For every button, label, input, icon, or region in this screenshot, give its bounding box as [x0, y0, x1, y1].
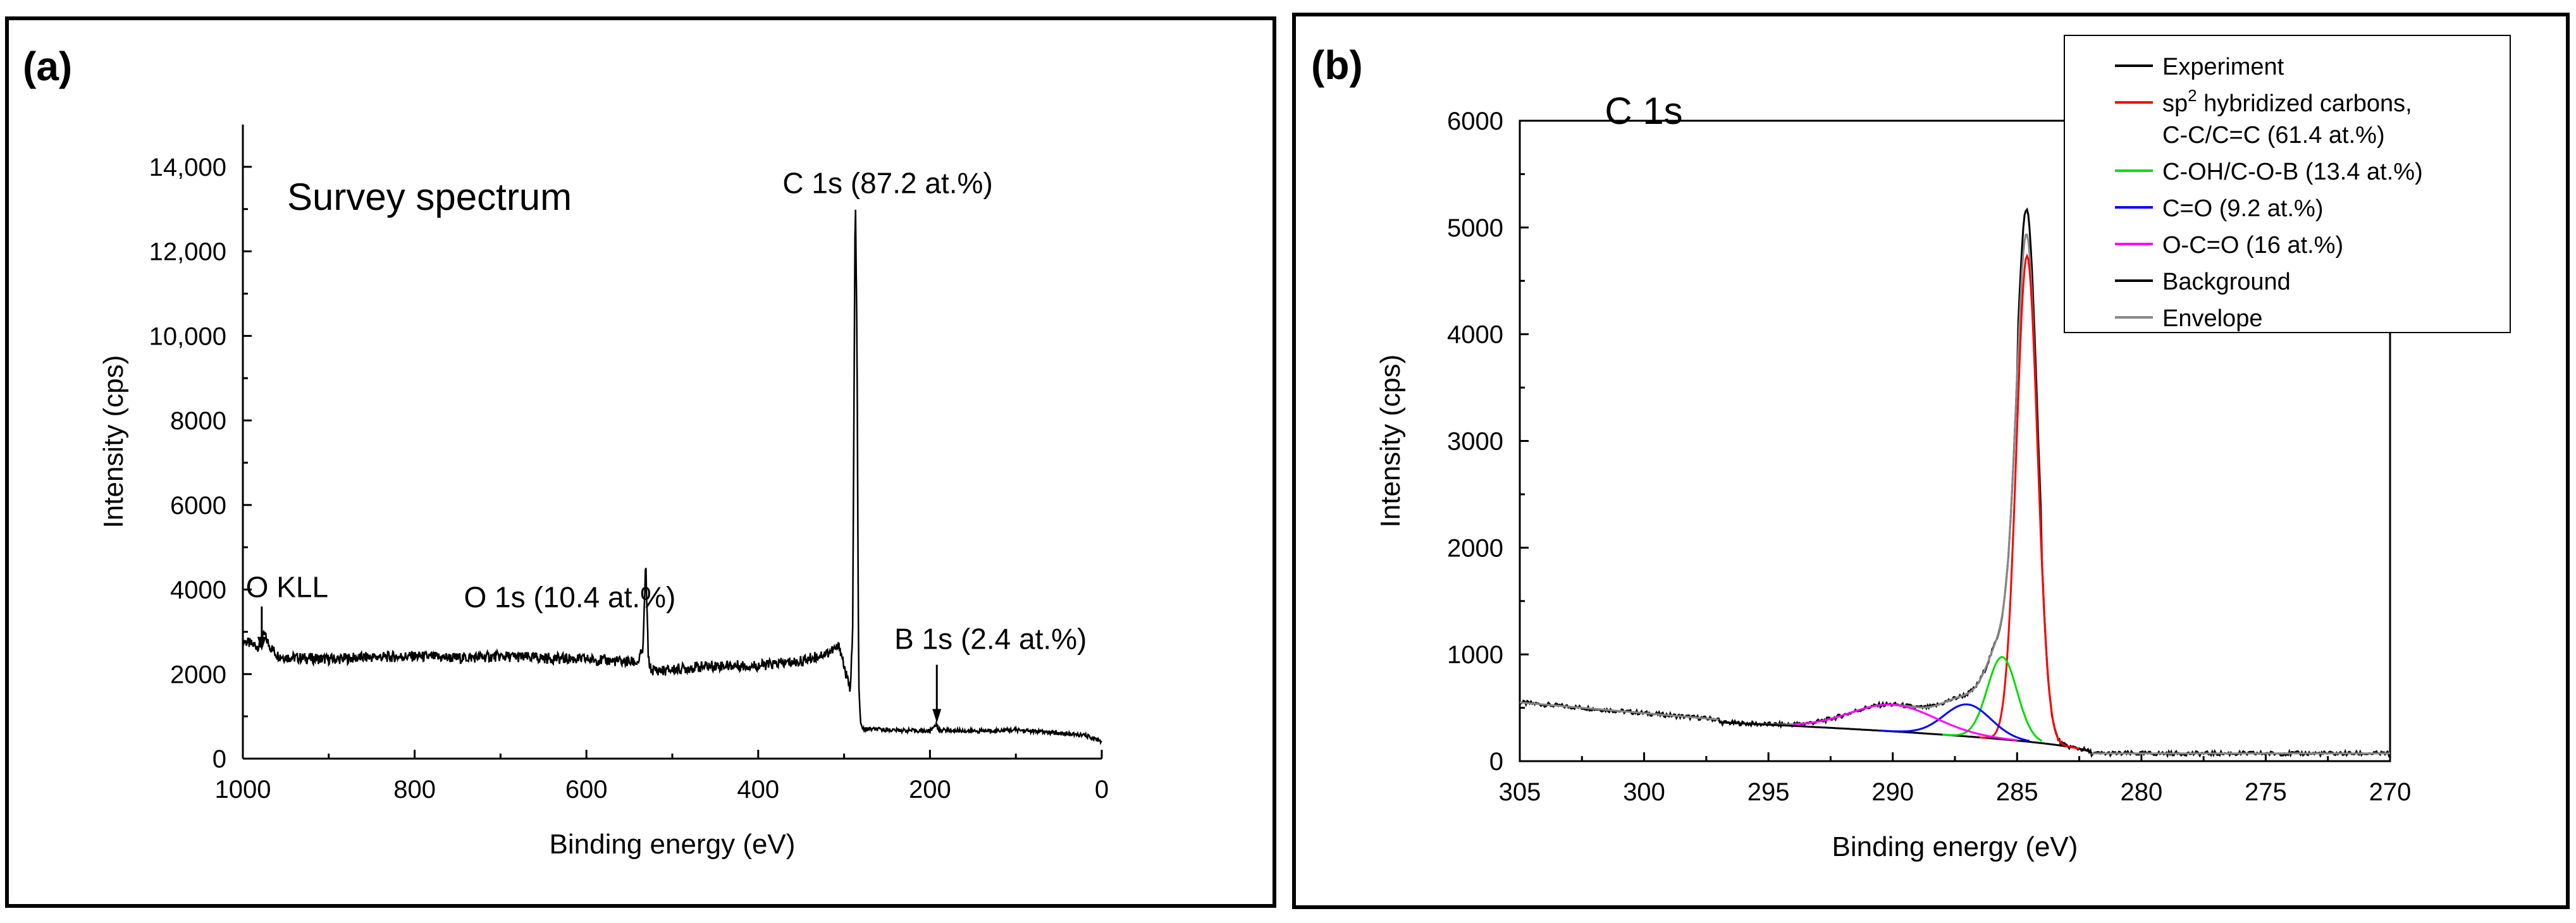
series-peak-3-line	[1880, 703, 2030, 742]
legend-box	[2064, 35, 2511, 333]
y-tick-label: 0	[1489, 748, 1503, 776]
x-tick-label: 275	[2245, 778, 2287, 806]
x-tick-label: 600	[565, 776, 608, 804]
legend-label-2-line2: C-C/C=C (61.4 at.%)	[2162, 122, 2385, 149]
y-tick-label: 4000	[1447, 321, 1503, 349]
annotation-arrowhead-okll	[257, 637, 266, 651]
x-tick-label: 295	[1747, 778, 1790, 806]
y-tick-label: 10,000	[149, 322, 226, 350]
y-tick-label: 5000	[1447, 214, 1503, 242]
panel-a: (a) 1000 800 600 400 200 0 0 2000 4000 6000 8000 10…	[5, 16, 1276, 908]
x-tick-label: 200	[909, 776, 951, 804]
annotation-arrowhead-b1s	[932, 709, 942, 723]
y-tick-label: 2000	[170, 661, 226, 688]
legend-label-5: O-C=O (16 at.%)	[2162, 232, 2343, 259]
y-tick-label: 3000	[1447, 428, 1503, 456]
x-tick-label: 280	[2120, 778, 2162, 806]
x-tick-label: 1000	[215, 776, 271, 804]
y-tick-label: 12,000	[149, 238, 226, 266]
y-tick-label: 14,000	[149, 154, 226, 181]
panel-letter-a: (a)	[23, 44, 73, 89]
y-tick-label: 1000	[1447, 641, 1503, 669]
x-tick-label: 0	[1095, 776, 1109, 804]
series-line	[242, 209, 1102, 745]
legend-label-6: Background	[2162, 269, 2291, 295]
y-tick-label: 6000	[170, 492, 226, 520]
series-peak-1-line	[1980, 253, 2080, 750]
x-tick-label: 800	[393, 776, 436, 804]
x-tick-label: 300	[1623, 778, 1665, 806]
series-envelope-line	[1519, 233, 2390, 755]
annotation-c1s: C 1s (87.2 at.%)	[782, 167, 992, 200]
panel-b: (b) 305 300 295 290 285 280 275 270 0 1000 2000 300…	[1292, 13, 2570, 909]
y-tick-label: 8000	[170, 407, 226, 435]
y-tick-label: 4000	[170, 577, 226, 604]
series-peak-4-line	[1793, 704, 2018, 742]
legend-label-2: sp2 hybridized carbons,	[2162, 86, 2412, 117]
panel-letter-b: (b)	[1311, 42, 1363, 88]
x-axis-label: Binding energy (eV)	[550, 829, 796, 860]
x-axis-label: Binding energy (eV)	[1832, 831, 2078, 862]
y-tick-label: 0	[213, 745, 226, 773]
x-tick-label: 305	[1499, 778, 1541, 806]
c1s-spectrum-chart: 305 300 295 290 285 280 275 270 0 1000 2000 3000 400…	[1375, 35, 2511, 862]
legend-label-3: C-OH/C-O-B (13.4 at.%)	[2162, 159, 2423, 185]
y-tick-label: 2000	[1447, 534, 1503, 562]
legend-label-1: Experiment	[2162, 54, 2284, 80]
annotation-o1s: O 1s (10.4 at.%)	[464, 581, 675, 614]
x-tick-label: 400	[737, 776, 779, 804]
x-tick-label: 290	[1871, 778, 1914, 806]
chart-title: C 1s	[1605, 90, 1682, 132]
series-peak-2-line	[1942, 656, 2043, 742]
x-tick-label: 285	[1996, 778, 2038, 806]
legend-label-4: C=O (9.2 at.%)	[2162, 195, 2323, 222]
annotation-b1s: B 1s (2.4 at.%)	[894, 623, 1087, 656]
y-tick-label: 6000	[1447, 107, 1503, 135]
y-axis-label: Intensity (cps)	[98, 355, 129, 529]
chart-title: Survey spectrum	[287, 176, 572, 218]
x-tick-label: 270	[2369, 778, 2412, 806]
annotation-okll: O KLL	[246, 570, 328, 603]
legend-label-7: Envelope	[2162, 305, 2262, 332]
y-axis-label: Intensity (cps)	[1375, 355, 1406, 528]
survey-spectrum-chart: 1000 800 600 400 200 00200040006000800010,000…	[98, 125, 1109, 860]
